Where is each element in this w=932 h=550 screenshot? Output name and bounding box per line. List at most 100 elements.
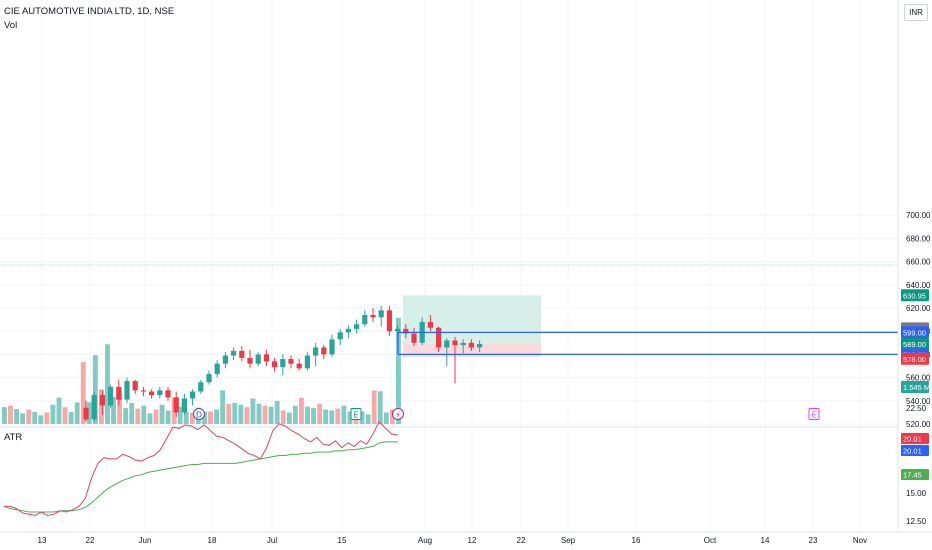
profit-zone — [403, 295, 541, 344]
price-tick-label: 560.00 — [906, 374, 931, 383]
candle-body — [313, 347, 319, 356]
volume-bar — [274, 400, 280, 424]
candle-body — [214, 363, 220, 375]
candle-body — [190, 391, 196, 399]
candle-body — [362, 314, 368, 325]
volume-bar — [220, 390, 226, 424]
volume-bar — [141, 405, 147, 424]
atr-ma-line — [3, 441, 398, 513]
event-circle — [193, 408, 205, 420]
volume-bar — [377, 391, 383, 424]
volume-bar — [38, 415, 44, 424]
volume-bar — [280, 410, 286, 424]
volume-bar — [359, 411, 365, 424]
event-glyph: D — [196, 411, 202, 420]
candle-body — [83, 407, 89, 420]
candle-body — [165, 390, 171, 398]
price-tick-label: 660.00 — [906, 258, 931, 267]
event-box — [808, 408, 820, 420]
candle-body — [460, 342, 466, 346]
position-lines[interactable] — [397, 331, 898, 356]
volume-bar — [317, 403, 323, 424]
volume-bar — [62, 407, 68, 424]
target-price-label: 630.95 — [903, 291, 926, 300]
volume-bar — [111, 397, 116, 424]
candles — [83, 305, 483, 422]
time-tick-label: Jul — [267, 536, 277, 545]
stop-price-label-bg — [901, 352, 929, 365]
candle-body — [411, 333, 417, 343]
last-price-label-bg — [901, 337, 929, 350]
candle-body — [108, 386, 114, 406]
volume-bar — [98, 389, 104, 424]
atr-value-label: 20.01 — [903, 447, 922, 456]
volume-bar — [262, 405, 268, 424]
price-tick-label: 540.00 — [906, 397, 931, 406]
event-dividend: D — [193, 408, 205, 420]
volume-bar — [305, 406, 310, 424]
candle-body — [288, 359, 294, 364]
candle-body — [206, 374, 212, 383]
candle-body — [99, 395, 105, 406]
stop-price-label: 578.00 — [903, 355, 926, 364]
volume-bar — [365, 414, 371, 424]
time-tick-label: 12 — [468, 536, 477, 545]
volume-bar — [189, 412, 195, 424]
upper-line-label: 599.00 — [903, 328, 926, 337]
volume-bar — [244, 407, 250, 424]
volume-bar — [183, 411, 189, 424]
candle-body — [173, 397, 179, 413]
candle-body — [337, 332, 343, 340]
candle-body — [468, 342, 474, 348]
currency-button[interactable]: INR — [904, 4, 928, 21]
volume-bar — [8, 405, 13, 424]
volume-bar — [226, 403, 232, 424]
volume-bar — [232, 402, 238, 424]
volume-bar — [135, 408, 141, 424]
volume-bar — [44, 412, 50, 424]
event-earnings_future: E — [808, 408, 820, 420]
event-earnings: E — [350, 408, 362, 420]
atr-label: ATR — [4, 432, 23, 443]
candle-body — [255, 354, 261, 364]
candle-body — [91, 395, 97, 420]
candle-body — [263, 354, 269, 362]
volume-bar — [14, 409, 19, 424]
candle-body — [436, 327, 442, 348]
candle-body — [403, 328, 409, 334]
volume-bar — [250, 398, 256, 424]
candle-body — [247, 357, 253, 364]
time-tick-label: Sep — [561, 536, 576, 545]
time-tick-label: Oct — [704, 536, 717, 545]
event-glyph: E — [353, 411, 358, 420]
volume-bar — [214, 409, 220, 424]
candle-body — [239, 350, 245, 358]
volume-bar — [105, 344, 110, 424]
volume-axis-label: 1.545 M — [903, 383, 930, 392]
event-box — [350, 408, 362, 420]
symbol-title: CIE AUTOMOTIVE INDIA LTD, 1D, NSE — [4, 6, 175, 17]
volume-bar — [50, 404, 56, 424]
atr-label-bg — [901, 433, 929, 444]
volume-bar — [256, 403, 262, 424]
volume-bar — [238, 404, 244, 424]
volume-bar — [92, 355, 98, 424]
volume-bar — [32, 411, 38, 424]
event-markers[interactable]: D E ⚡ E — [193, 408, 820, 420]
volume-bar — [323, 409, 329, 424]
volume-bar — [147, 413, 153, 424]
candle-body — [370, 314, 376, 318]
candle-body — [329, 339, 335, 355]
candle-body — [427, 321, 433, 328]
volume-bar — [396, 317, 401, 424]
candle-body — [140, 390, 146, 392]
candle-body — [181, 398, 187, 413]
event-circle — [392, 408, 404, 420]
last-price-label: 589.00 — [903, 340, 926, 349]
time-tick-label: 22 — [517, 536, 526, 545]
time-tick-label: Jun — [139, 536, 152, 545]
volume-bar — [68, 411, 74, 424]
volume-bar — [2, 407, 7, 424]
volume-bar — [153, 409, 159, 424]
